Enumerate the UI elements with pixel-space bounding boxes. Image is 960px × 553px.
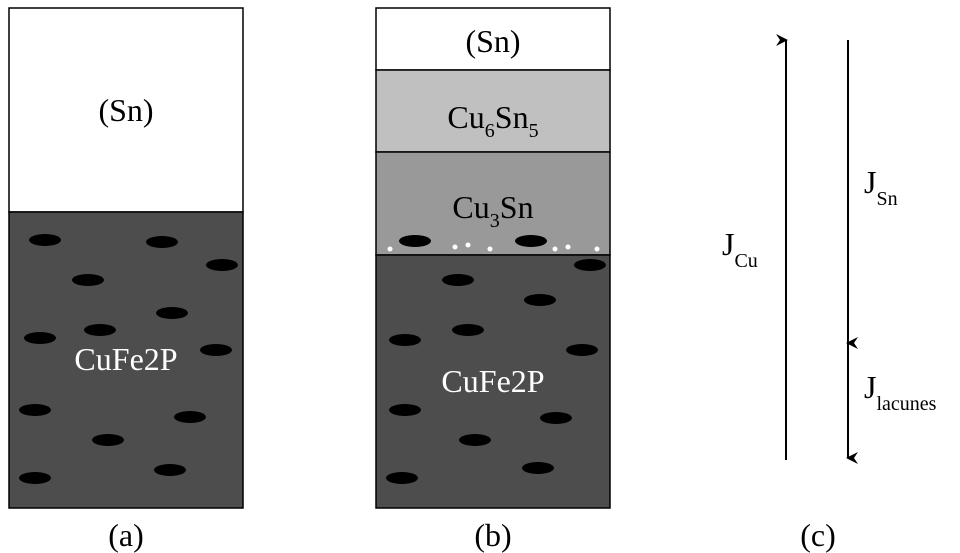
text-part: lacunes	[876, 393, 936, 415]
panel-b: (Sn) Cu6Sn5 Cu3Sn CuFe2P (b)	[376, 8, 610, 553]
text-part: 5	[529, 120, 539, 142]
text-part: CuFe2P	[441, 363, 544, 399]
text-part: Cu	[734, 250, 757, 272]
panel-c: JCu JSn Jlacunes (c)	[722, 40, 937, 553]
text-part: (Sn)	[465, 23, 520, 59]
flux-label: JCu	[722, 226, 758, 272]
caption: (c)	[800, 517, 836, 553]
caption: (b)	[474, 517, 511, 553]
text-part: CuFe2P	[74, 341, 177, 377]
text-part: Sn	[495, 99, 529, 135]
page: (Sn) CuFe2P (a) (Sn) Cu6Sn5 Cu3Sn CuFe2P…	[0, 0, 960, 553]
layer-label: CuFe2P	[441, 363, 544, 399]
caption: (a)	[108, 517, 144, 553]
text-part: 3	[490, 210, 500, 232]
text-part: 6	[485, 120, 495, 142]
layer-label: CuFe2P	[74, 341, 177, 377]
text-part: Sn	[500, 189, 534, 225]
text-part: J	[864, 164, 876, 200]
layer-label: (Sn)	[98, 92, 153, 128]
panel-a: (Sn) CuFe2P (a)	[9, 8, 243, 553]
text-part: Cu	[447, 99, 484, 135]
layer-label: (Sn)	[465, 23, 520, 59]
text-part: (Sn)	[98, 92, 153, 128]
diagram: (Sn) CuFe2P (a) (Sn) Cu6Sn5 Cu3Sn CuFe2P…	[0, 0, 960, 553]
flux-label: Jlacunes	[864, 369, 937, 415]
text-part: J	[722, 226, 734, 262]
text-part: Sn	[876, 188, 897, 210]
text-part: Cu	[452, 189, 489, 225]
flux-label: JSn	[864, 164, 898, 210]
text-part: J	[864, 369, 876, 405]
